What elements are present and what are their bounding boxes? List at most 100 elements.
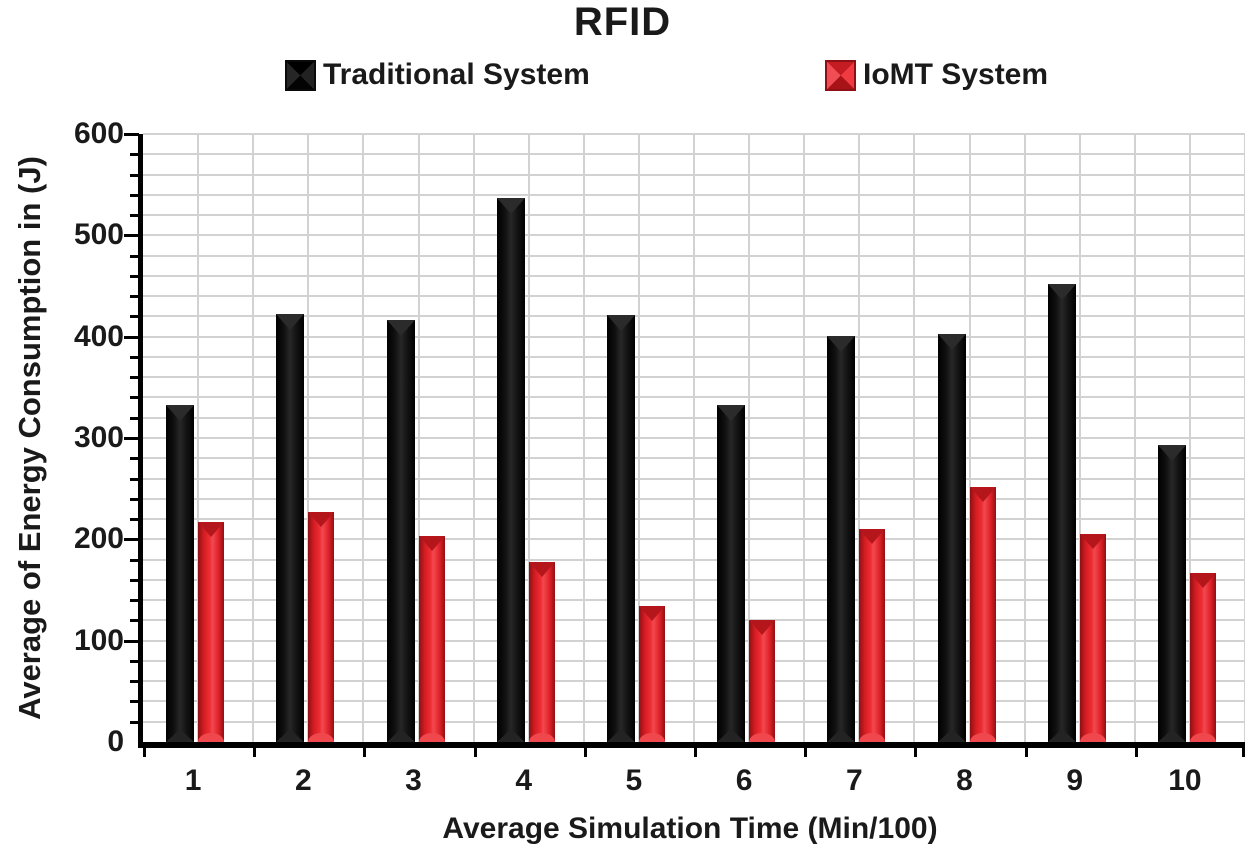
y-tick bbox=[130, 376, 139, 380]
v-gridline bbox=[417, 134, 420, 742]
x-tick-label: 6 bbox=[735, 764, 753, 797]
y-tick bbox=[130, 599, 139, 603]
y-tick bbox=[130, 193, 139, 197]
y-tick bbox=[130, 518, 139, 522]
x-tick-label: 3 bbox=[405, 764, 422, 797]
bar-iomt-7 bbox=[859, 529, 886, 742]
x-tick bbox=[694, 748, 697, 757]
x-tick-label: 10 bbox=[1168, 764, 1202, 797]
x-tick bbox=[804, 748, 808, 757]
bar-top-bevel bbox=[827, 336, 856, 352]
bar-bottom-bevel bbox=[749, 733, 776, 742]
v-gridline bbox=[968, 134, 971, 742]
v-gridline bbox=[472, 134, 475, 742]
bar-iomt-5 bbox=[638, 606, 665, 742]
bar-bottom-bevel bbox=[418, 733, 445, 742]
bar-top-bevel bbox=[859, 529, 886, 544]
bar-iomt-6 bbox=[749, 620, 776, 742]
bar-iomt-10 bbox=[1189, 573, 1216, 742]
bar-bottom-bevel bbox=[496, 729, 525, 742]
v-gridline bbox=[693, 134, 695, 742]
bar-traditional-9 bbox=[1047, 284, 1076, 742]
bar-iomt-4 bbox=[528, 562, 555, 742]
bar-bottom-bevel bbox=[717, 729, 746, 742]
v-gridline bbox=[307, 134, 310, 742]
y-tick bbox=[130, 659, 139, 663]
x-tick bbox=[253, 748, 257, 757]
y-tick bbox=[124, 538, 139, 542]
bar-bottom-bevel bbox=[969, 733, 996, 742]
bar-iomt-8 bbox=[969, 487, 996, 742]
v-gridline bbox=[197, 134, 200, 742]
y-tick bbox=[130, 457, 139, 461]
x-tick bbox=[1242, 748, 1245, 757]
legend-label-traditional: Traditional System bbox=[323, 58, 590, 91]
v-gridline bbox=[1078, 134, 1081, 742]
bar-top-bevel bbox=[386, 320, 415, 336]
legend-label-iomt: IoMT System bbox=[863, 58, 1049, 91]
v-gridline bbox=[1133, 134, 1136, 742]
bar-bottom-bevel bbox=[308, 733, 335, 742]
y-tick bbox=[130, 173, 139, 177]
x-tick-label: 4 bbox=[515, 764, 533, 797]
bar-top-bevel bbox=[937, 334, 966, 350]
bar-bottom-bevel bbox=[859, 733, 886, 742]
x-tick bbox=[143, 748, 146, 757]
x-tick-label: 1 bbox=[184, 764, 202, 797]
v-gridline bbox=[637, 134, 640, 742]
bar-top-bevel bbox=[606, 315, 635, 331]
bar-traditional-3 bbox=[386, 320, 415, 742]
y-tick bbox=[130, 295, 139, 299]
y-tick bbox=[130, 254, 139, 258]
x-tick-label: 9 bbox=[1066, 764, 1084, 797]
x-tick bbox=[914, 748, 918, 757]
bar-top-bevel bbox=[308, 512, 335, 527]
bar-traditional-7 bbox=[827, 336, 856, 742]
bar-top-bevel bbox=[717, 405, 746, 421]
bar-iomt-9 bbox=[1079, 534, 1106, 742]
bar-top-bevel bbox=[1157, 445, 1186, 461]
x-tick bbox=[1024, 748, 1028, 757]
bar-bottom-bevel bbox=[606, 729, 635, 742]
bar-top-bevel bbox=[166, 405, 195, 421]
bar-top-bevel bbox=[749, 620, 776, 635]
legend-item-traditional: Traditional System bbox=[285, 58, 590, 92]
v-gridline bbox=[527, 134, 530, 742]
y-tick bbox=[130, 720, 139, 724]
bar-top-bevel bbox=[969, 487, 996, 502]
bar-bottom-bevel bbox=[276, 729, 305, 742]
bar-top-bevel bbox=[1047, 284, 1076, 300]
bar-bottom-bevel bbox=[827, 729, 856, 742]
bar-top-bevel bbox=[1189, 573, 1216, 588]
bar-traditional-6 bbox=[717, 405, 746, 742]
x-tick-label: 8 bbox=[956, 764, 973, 797]
bar-top-bevel bbox=[1079, 534, 1106, 549]
bar-bottom-bevel bbox=[386, 729, 415, 742]
y-tick bbox=[130, 355, 139, 359]
bar-traditional-5 bbox=[606, 315, 635, 742]
y-tick bbox=[130, 416, 139, 420]
bar-iomt-1 bbox=[198, 522, 225, 742]
x-tick-label: 2 bbox=[294, 764, 312, 797]
bar-bottom-bevel bbox=[937, 729, 966, 742]
v-gridline bbox=[803, 134, 806, 742]
y-tick-label: 300 bbox=[73, 421, 124, 454]
bar-top-bevel bbox=[276, 314, 305, 330]
y-tick bbox=[124, 133, 139, 136]
plot-area bbox=[124, 133, 1245, 757]
chart-title: RFID bbox=[573, 0, 672, 44]
v-gridline bbox=[748, 134, 751, 742]
y-tick bbox=[124, 234, 139, 238]
y-tick-label: 600 bbox=[73, 117, 124, 150]
bar-bottom-bevel bbox=[638, 733, 665, 742]
v-gridline bbox=[252, 134, 255, 742]
y-tick-label: 0 bbox=[107, 725, 124, 758]
y-tick-label: 100 bbox=[73, 623, 124, 657]
iomt-swatch-icon bbox=[825, 59, 856, 91]
bar-iomt-3 bbox=[418, 536, 445, 742]
y-tick bbox=[124, 335, 139, 339]
x-axis-title: Average Simulation Time (Min/100) bbox=[442, 812, 938, 845]
bar-bottom-bevel bbox=[1047, 729, 1076, 742]
v-gridline bbox=[1023, 134, 1026, 742]
